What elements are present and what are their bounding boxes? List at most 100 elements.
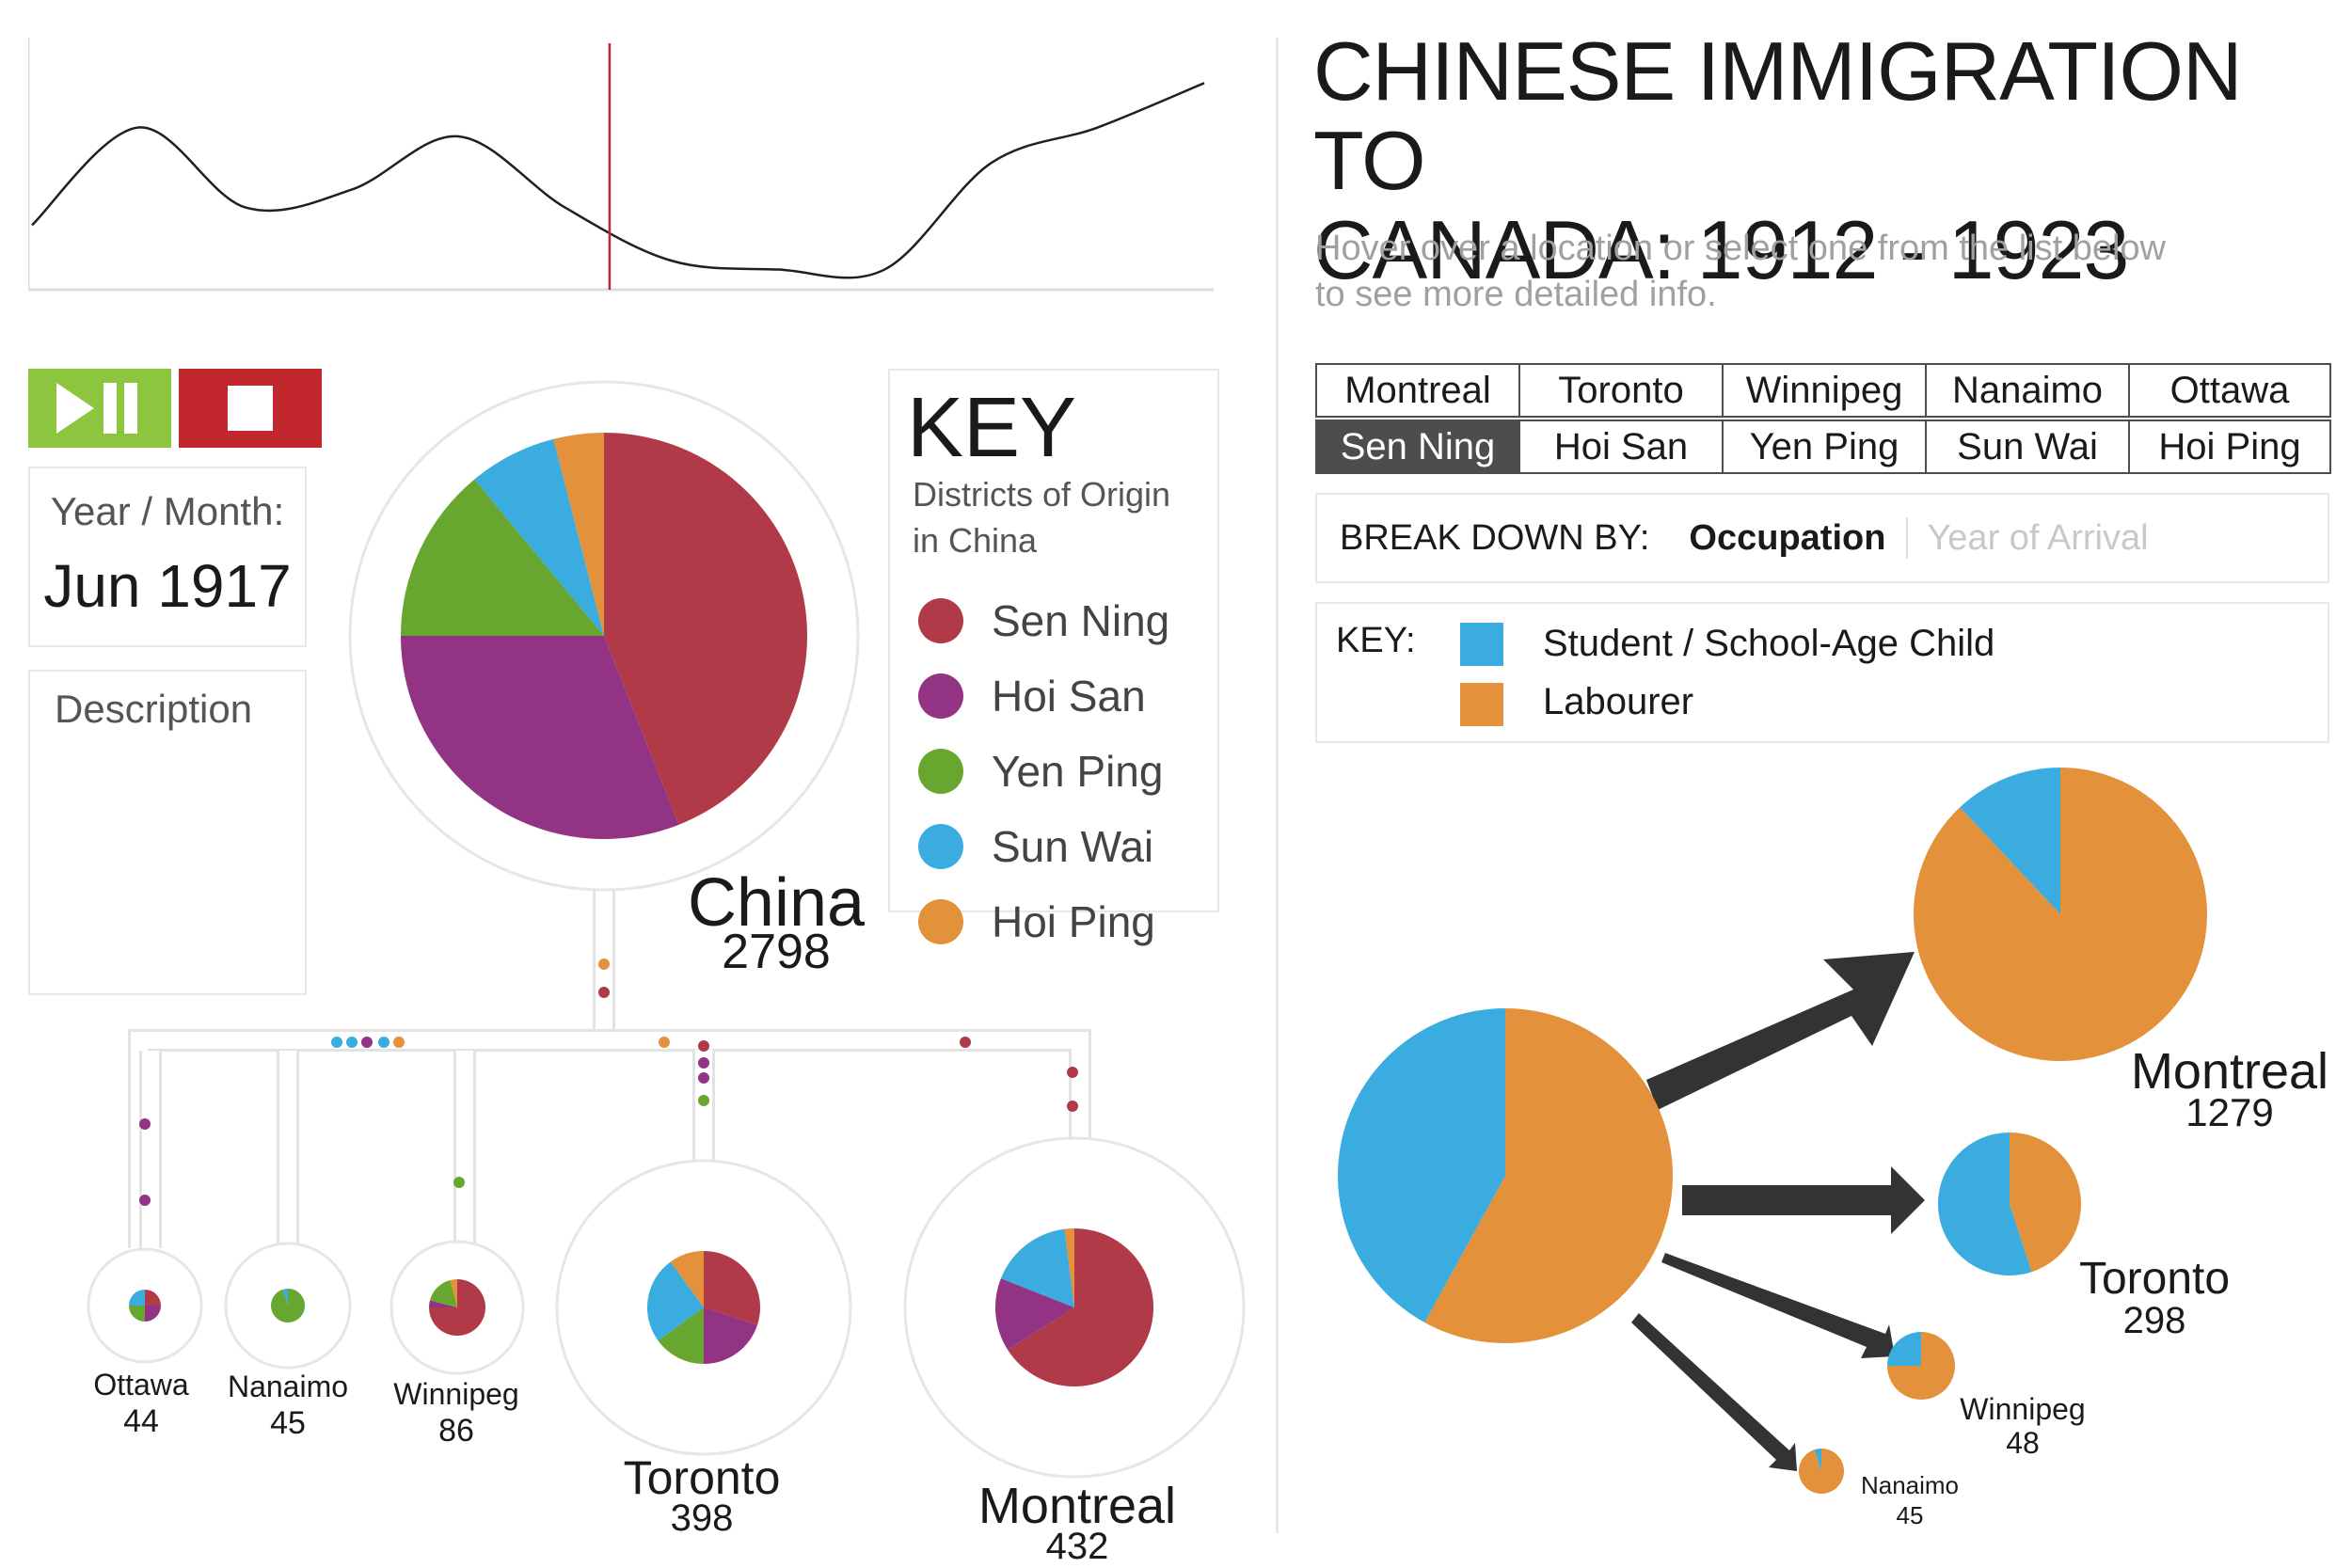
- flow-dot-15: [139, 1118, 151, 1130]
- breakdown-separator: [1906, 517, 1909, 559]
- key-subtitle-line2: in China: [913, 520, 1038, 560]
- flow-dot-2: [331, 1037, 342, 1048]
- flow-label-winnipeg: Winnipeg: [1960, 1392, 2086, 1426]
- tab-district-sun-wai[interactable]: Sun Wai: [1925, 420, 2130, 474]
- node-pie-toronto-slice-3: [647, 1261, 704, 1341]
- node-count-china: 2798: [722, 925, 831, 979]
- tab-city-montreal[interactable]: Montreal: [1315, 363, 1520, 418]
- flow-dot-4: [361, 1037, 373, 1048]
- stop-icon: [228, 386, 273, 431]
- flow-dot-12: [960, 1037, 971, 1048]
- flow-dot-16: [139, 1195, 151, 1206]
- node-pie-montreal-slice-3: [1000, 1228, 1074, 1307]
- node-pie-montreal-slice-4: [1064, 1228, 1074, 1307]
- flow-dot-14: [1067, 1101, 1078, 1112]
- subtitle-line1: Hover over a location or select one from…: [1315, 229, 2166, 268]
- tab-district-hoi-ping[interactable]: Hoi Ping: [2128, 420, 2331, 474]
- student-swatch: [1460, 623, 1503, 666]
- dest-pie-montreal-slice-1: [1960, 768, 2060, 914]
- dest-pie-toronto-slice-0: [2010, 1132, 2081, 1273]
- node-label-nanaimo: Nanaimo: [227, 1370, 349, 1403]
- node-pie-nanaimo-slice-3: [282, 1289, 288, 1306]
- pipe-ottawa-nanaimo-outer: [139, 1051, 299, 1248]
- node-pie-ottawa-slice-0: [145, 1290, 161, 1306]
- dest-pie-toronto-slice-1: [1938, 1132, 2032, 1275]
- description-label: Description: [55, 687, 253, 731]
- breakdown-year-option[interactable]: Year of Arrival: [1927, 517, 2149, 558]
- key-dot-yen-ping: [918, 749, 963, 794]
- dest-pie-nanaimo-slice-1: [1814, 1449, 1821, 1471]
- node-count-winnipeg: 86: [438, 1413, 474, 1449]
- tab-city-toronto[interactable]: Toronto: [1518, 363, 1724, 418]
- node-pie-toronto-slice-1: [704, 1307, 758, 1364]
- title-line1: CHINESE IMMIGRATION TO: [1313, 24, 2243, 208]
- node-pie-toronto-slice-0: [704, 1251, 760, 1325]
- key-title: KEY: [907, 381, 1077, 475]
- play-pause-button[interactable]: [28, 369, 171, 448]
- node-pie-winnipeg-slice-2: [429, 1279, 457, 1307]
- timeline-line: [31, 82, 1205, 279]
- key-dot-sen-ning: [918, 598, 963, 643]
- breakdown-label: BREAK DOWN BY:: [1340, 517, 1650, 558]
- key-label-sen-ning: Sen Ning: [992, 596, 1170, 645]
- key-item-sun-wai: Sun Wai: [918, 822, 1153, 871]
- flow-dot-0: [598, 958, 610, 970]
- page-subtitle: Hover over a location or select one from…: [1315, 226, 2256, 319]
- breakdown-occupation-option[interactable]: Occupation: [1689, 517, 1886, 558]
- node-pie-ottawa-slice-1: [145, 1306, 161, 1322]
- node-pie-china-slice-2: [401, 479, 604, 636]
- node-pie-winnipeg-slice-4: [450, 1279, 457, 1307]
- flow-dot-17: [453, 1177, 465, 1188]
- flow-label-toronto: Toronto: [2078, 1254, 2231, 1304]
- node-count-toronto: 398: [670, 1497, 734, 1539]
- node-pie-china-slice-3: [474, 438, 604, 636]
- node-pie-winnipeg-slice-1: [429, 1300, 457, 1307]
- year-month-panel: Year / Month: Jun 1917: [28, 467, 307, 647]
- source-pie-slice-1: [1338, 1008, 1505, 1323]
- tab-district-hoi-san[interactable]: Hoi San: [1518, 420, 1724, 474]
- flow-dot-1: [598, 987, 610, 998]
- node-pie-china-slice-4: [553, 433, 604, 636]
- labourer-swatch: [1460, 683, 1503, 726]
- key-item-yen-ping: Yen Ping: [918, 747, 1163, 796]
- occupation-key: KEY: Student / School-Age Child Labourer: [1315, 602, 2329, 743]
- occupation-key-label: KEY:: [1336, 621, 1416, 660]
- flow-dot-3: [346, 1037, 358, 1048]
- breakdown-bar: BREAK DOWN BY: Occupation Year of Arriva…: [1315, 493, 2329, 583]
- node-pie-nanaimo-slice-2: [270, 1289, 305, 1323]
- stop-button[interactable]: [179, 369, 322, 448]
- flow-dot-5: [378, 1037, 389, 1048]
- arrow-to-winnipeg: [1661, 1253, 1895, 1358]
- flow-count-toronto: 298: [2122, 1300, 2186, 1341]
- flow-count-winnipeg: 48: [2006, 1426, 2040, 1460]
- flow-label-montreal: Montreal: [2130, 1043, 2329, 1100]
- node-label-montreal: Montreal: [977, 1478, 1177, 1534]
- play-pause-icon: [56, 383, 137, 434]
- key-item-sen-ning: Sen Ning: [918, 596, 1169, 645]
- node-pie-montreal-slice-0: [1008, 1228, 1153, 1386]
- key-item-hoi-ping: Hoi Ping: [918, 897, 1155, 946]
- key-dot-sun-wai: [918, 824, 963, 869]
- pipe-ottawa-nanaimo-inner: [142, 1051, 296, 1248]
- immigration-timeline-chart[interactable]: [28, 38, 1214, 301]
- node-count-montreal: 432: [1045, 1526, 1109, 1567]
- source-pie-slice-0: [1424, 1008, 1673, 1343]
- flow-dot-13: [1067, 1067, 1078, 1078]
- key-item-hoi-san: Hoi San: [918, 672, 1146, 721]
- node-label-toronto: Toronto: [623, 1451, 781, 1504]
- tab-city-ottawa[interactable]: Ottawa: [2128, 363, 2331, 418]
- key-subtitle-line1: Districts of Origin: [913, 475, 1171, 514]
- node-pie-toronto-slice-2: [658, 1307, 704, 1364]
- arrow-to-toronto: [1682, 1166, 1925, 1234]
- page-title: CHINESE IMMIGRATION TO CANADA: 1912 - 19…: [1313, 26, 2339, 294]
- node-count-ottawa: 44: [123, 1403, 159, 1439]
- key-label-hoi-ping: Hoi Ping: [992, 897, 1155, 946]
- tab-district-yen-ping[interactable]: Yen Ping: [1722, 420, 1927, 474]
- node-pie-ottawa-slice-2: [129, 1306, 145, 1322]
- tab-city-nanaimo[interactable]: Nanaimo: [1925, 363, 2130, 418]
- tab-city-winnipeg[interactable]: Winnipeg: [1722, 363, 1927, 418]
- description-panel: Description: [28, 670, 307, 995]
- year-month-value: Jun 1917: [43, 552, 292, 620]
- tab-district-sen-ning[interactable]: Sen Ning: [1315, 420, 1520, 474]
- flow-count-montreal: 1279: [2185, 1090, 2274, 1134]
